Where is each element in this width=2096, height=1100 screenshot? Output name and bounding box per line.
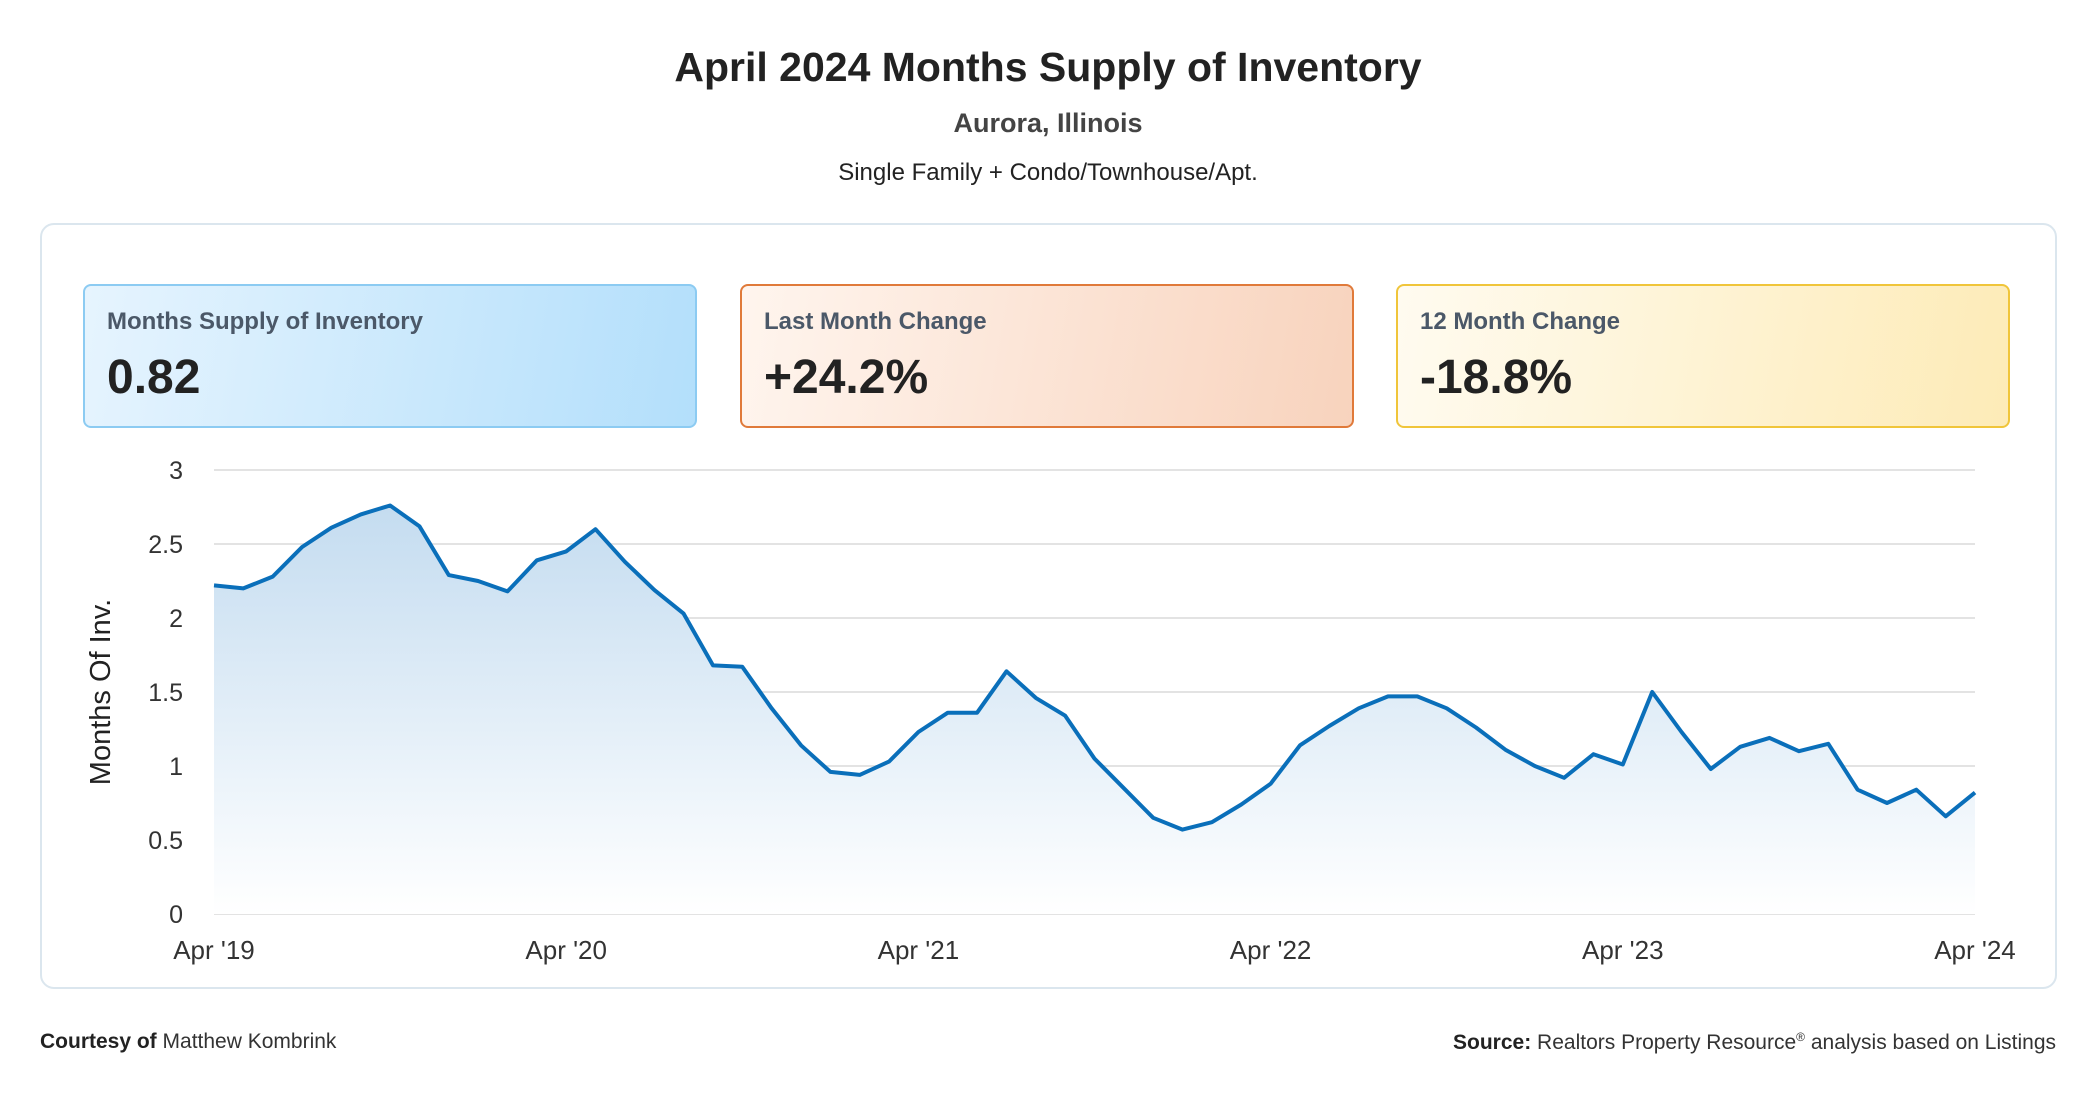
- stat-card-last-month-change: Last Month Change +24.2%: [740, 284, 1354, 428]
- y-tick-label: 0.5: [148, 827, 183, 855]
- y-tick-label: 0: [169, 901, 183, 929]
- y-tick-label: 3: [169, 457, 183, 485]
- property-type-subtitle: Single Family + Condo/Townhouse/Apt.: [838, 159, 1258, 186]
- series-line: [213, 503, 1977, 832]
- courtesy-label: Courtesy of: [40, 1030, 157, 1053]
- stat-label: Months Supply of Inventory: [107, 308, 423, 335]
- x-tick-label: Apr '21: [878, 935, 960, 965]
- stat-card-months-supply: Months Supply of Inventory 0.82: [83, 284, 697, 428]
- location-subtitle: Aurora, Illinois: [953, 108, 1143, 138]
- registered-mark: ®: [1796, 1030, 1805, 1044]
- stat-card-12-month-change: 12 Month Change -18.8%: [1396, 284, 2010, 428]
- source-label: Source:: [1453, 1031, 1532, 1054]
- x-tick-label: Apr '22: [1230, 935, 1312, 965]
- y-axis-title: Months Of Inv.: [85, 599, 117, 785]
- x-tick-label: Apr '23: [1582, 935, 1664, 965]
- chart-title: April 2024 Months Supply of Inventory: [674, 44, 1422, 90]
- source-text: Realtors Property Resource: [1537, 1031, 1797, 1054]
- y-tick-label: 1.5: [148, 679, 183, 707]
- area-fill: [214, 505, 1975, 914]
- stat-label: Last Month Change: [764, 308, 987, 335]
- stat-value: +24.2%: [764, 351, 929, 404]
- y-tick-label: 1: [169, 753, 183, 781]
- source-suffix: analysis based on Listings: [1810, 1031, 2056, 1054]
- area-chart: 0 0.5 1 1.5 2 2.5 3 Apr '19 Apr '20 Apr '21 Apr '…: [85, 457, 2016, 965]
- courtesy-name: Matthew Kombrink: [162, 1030, 337, 1053]
- stat-value: -18.8%: [1420, 351, 1573, 404]
- x-tick-label: Apr '19: [173, 935, 255, 965]
- x-tick-label: Apr '20: [525, 935, 607, 965]
- courtesy-credit: Courtesy of Matthew Kombrink: [40, 1030, 336, 1054]
- stat-value: 0.82: [107, 351, 201, 404]
- x-tick-label: Apr '24: [1934, 935, 2016, 965]
- source-credit: Source: Realtors Property Resource® anal…: [1453, 1030, 2056, 1055]
- y-tick-label: 2: [169, 605, 183, 633]
- stat-label: 12 Month Change: [1420, 308, 1621, 335]
- y-tick-label: 2.5: [148, 531, 183, 559]
